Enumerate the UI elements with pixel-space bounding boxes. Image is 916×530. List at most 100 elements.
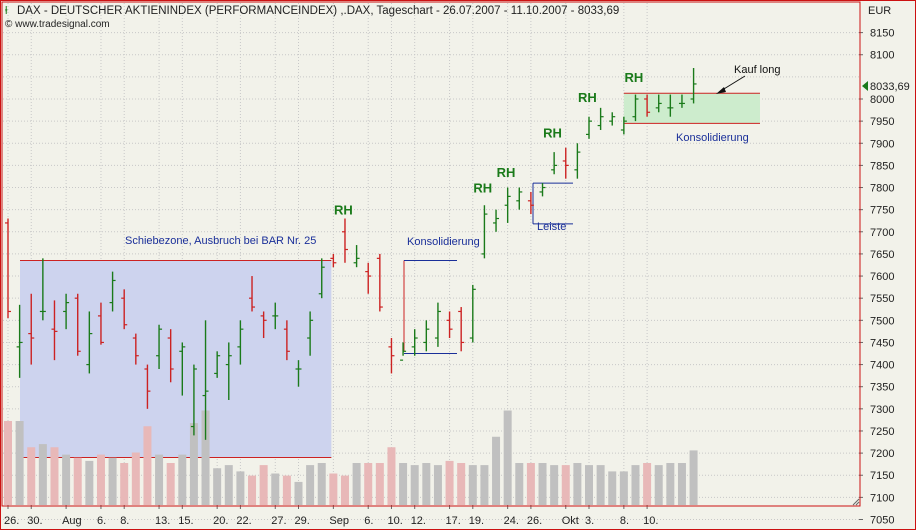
ohlc-bar bbox=[109, 271, 116, 312]
ohlc-bar bbox=[481, 205, 488, 259]
volume-bar bbox=[131, 452, 140, 505]
y-tick-label: 7050 bbox=[870, 515, 894, 527]
resize-grip-icon[interactable] bbox=[852, 498, 860, 506]
ohlc-bar bbox=[667, 94, 674, 117]
x-tick-label: 13. bbox=[155, 515, 170, 527]
volume-bar bbox=[515, 463, 524, 505]
ohlc-bar bbox=[562, 147, 569, 179]
volume-bar bbox=[155, 454, 164, 505]
x-tick-label: 3. bbox=[585, 515, 594, 527]
y-tick-label: 7350 bbox=[870, 382, 894, 394]
ohlc-bar bbox=[86, 311, 93, 374]
volume-bar bbox=[96, 454, 105, 505]
ohlc-bar bbox=[202, 320, 209, 440]
volume-bar bbox=[294, 481, 303, 505]
ohlc-bar bbox=[644, 94, 651, 117]
volume-bar bbox=[120, 463, 129, 505]
x-tick-label: 10. bbox=[643, 515, 658, 527]
volume-bar bbox=[62, 454, 71, 505]
volume-bar bbox=[677, 463, 686, 505]
volume-bar bbox=[201, 410, 210, 505]
x-tick-label: 10. bbox=[387, 515, 402, 527]
ohlc-bar bbox=[632, 94, 639, 122]
volume-bar bbox=[457, 463, 466, 505]
ohlc-bar bbox=[574, 143, 581, 179]
ohlc-bar bbox=[74, 293, 81, 356]
ohlc-bar bbox=[249, 276, 256, 312]
volume-bar bbox=[364, 463, 373, 505]
y-tick-label: 7850 bbox=[870, 160, 894, 172]
x-tick-label: 6. bbox=[97, 515, 106, 527]
volume-bar bbox=[108, 457, 117, 505]
volume-bar bbox=[410, 465, 419, 505]
x-tick-label: 29. bbox=[295, 515, 310, 527]
volume-bar bbox=[213, 468, 222, 505]
y-tick-label: 8100 bbox=[870, 50, 894, 62]
volume-bars bbox=[4, 410, 698, 505]
ohlc-bar bbox=[179, 342, 186, 396]
y-tick-label: 7650 bbox=[870, 249, 894, 261]
volume-bar bbox=[480, 465, 489, 505]
x-tick-label: Okt bbox=[562, 515, 579, 527]
ohlc-bar bbox=[551, 152, 558, 175]
y-tick-label: 7150 bbox=[870, 470, 894, 482]
ohlc-bar bbox=[423, 320, 430, 352]
ohlc-bar bbox=[260, 311, 267, 339]
volume-bar bbox=[399, 463, 408, 505]
ohlc-bar bbox=[469, 284, 476, 343]
ohlc-bar bbox=[365, 262, 372, 294]
y-tick-label: 7600 bbox=[870, 271, 894, 283]
volume-bar bbox=[526, 463, 535, 505]
x-tick-label: Aug bbox=[62, 515, 82, 527]
ohlc-bar bbox=[39, 258, 46, 321]
ohlc-bar bbox=[400, 342, 407, 361]
volume-bar bbox=[550, 465, 559, 505]
volume-bar bbox=[73, 457, 82, 505]
ohlc-bar bbox=[655, 94, 662, 113]
volume-bar bbox=[631, 465, 640, 505]
volume-bar bbox=[375, 463, 384, 505]
volume-bar bbox=[329, 473, 338, 505]
y-tick-label: 7800 bbox=[870, 183, 894, 195]
x-tick-label: 26. bbox=[4, 515, 19, 527]
y-tick-label: 7400 bbox=[870, 360, 894, 372]
volume-bar bbox=[236, 471, 245, 505]
volume-bar bbox=[573, 463, 582, 505]
volume-bar bbox=[643, 463, 652, 505]
y-tick-label: 7250 bbox=[870, 426, 894, 438]
x-tick-label: 8. bbox=[120, 515, 129, 527]
ohlc-bar bbox=[527, 191, 534, 215]
volume-bar bbox=[224, 465, 233, 505]
ohlc-bar bbox=[341, 218, 348, 263]
volume-bar bbox=[15, 421, 24, 505]
rh-label: RH bbox=[578, 90, 597, 105]
volume-bar bbox=[492, 436, 501, 505]
y-tick-label: 7750 bbox=[870, 205, 894, 217]
volume-bar bbox=[468, 465, 477, 505]
currency-label: EUR bbox=[868, 5, 891, 17]
x-tick-label: 22. bbox=[236, 515, 251, 527]
ohlc-bar bbox=[330, 253, 337, 268]
rh-label: RH bbox=[473, 181, 492, 196]
leiste-label: Leiste bbox=[537, 221, 566, 233]
ohlc-bar bbox=[190, 364, 197, 436]
y-tick-label: 7100 bbox=[870, 492, 894, 504]
volume-bar bbox=[271, 473, 280, 505]
volume-bar bbox=[689, 450, 698, 505]
ohlc-bar bbox=[63, 293, 70, 330]
ohlc-bar bbox=[388, 338, 395, 374]
volume-bar bbox=[654, 465, 663, 505]
ohlc-bar bbox=[353, 245, 360, 268]
ohlc-bar bbox=[51, 300, 58, 361]
consolidation-area bbox=[623, 93, 760, 124]
ohlc-bar bbox=[376, 253, 383, 312]
volume-bar bbox=[387, 447, 396, 505]
kauf-long-label: Kauf long bbox=[734, 64, 780, 76]
ohlc-bar bbox=[411, 329, 418, 356]
x-tick-label: 26. bbox=[527, 515, 542, 527]
y-tick-label: 8000 bbox=[870, 94, 894, 106]
chart-title: DAX - DEUTSCHER AKTIENINDEX (PERFORMANCE… bbox=[17, 5, 619, 17]
volume-bar bbox=[422, 463, 431, 505]
ohlc-bar bbox=[97, 302, 104, 345]
ohlc-bar bbox=[237, 320, 244, 365]
